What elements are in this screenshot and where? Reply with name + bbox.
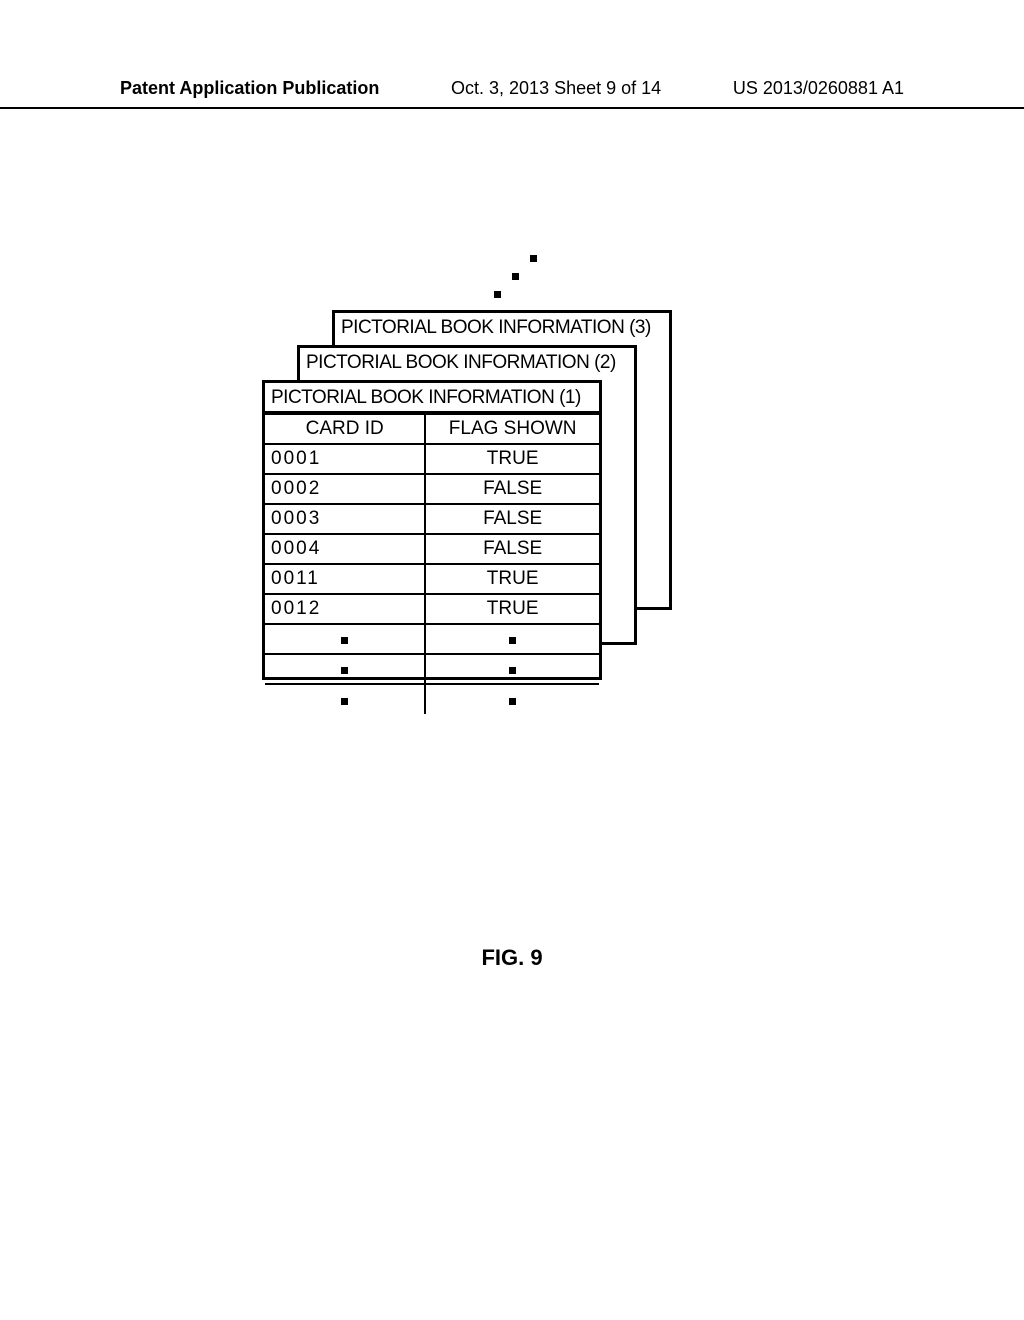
header-right: US 2013/0260881 A1: [733, 78, 904, 99]
cell-id: 0004: [265, 534, 425, 564]
cell-flag: FALSE: [425, 534, 599, 564]
layer-1-title: PICTORIAL BOOK INFORMATION (1): [265, 383, 599, 413]
page-header: Patent Application Publication Oct. 3, 2…: [0, 78, 1024, 109]
data-table: CARD ID FLAG SHOWN 0001 TRUE 0002 FALSE …: [265, 413, 599, 714]
table-row-ellipsis: [265, 654, 599, 684]
col-header-flag: FLAG SHOWN: [425, 414, 599, 444]
ellipsis-icon: [425, 624, 599, 654]
cell-id: 0002: [265, 474, 425, 504]
cell-flag: FALSE: [425, 474, 599, 504]
continuation-dots-top: [490, 255, 550, 305]
ellipsis-icon: [265, 654, 425, 684]
cell-flag: TRUE: [425, 444, 599, 474]
ellipsis-icon: [425, 684, 599, 714]
layer-2-title: PICTORIAL BOOK INFORMATION (2): [300, 348, 634, 376]
ellipsis-icon: [265, 684, 425, 714]
cell-id: 0012: [265, 594, 425, 624]
cell-id: 0003: [265, 504, 425, 534]
cell-id: 0001: [265, 444, 425, 474]
cell-id: 0011: [265, 564, 425, 594]
table-row: 0001 TRUE: [265, 444, 599, 474]
table-row: 0012 TRUE: [265, 594, 599, 624]
table-header-row: CARD ID FLAG SHOWN: [265, 414, 599, 444]
table-row: 0011 TRUE: [265, 564, 599, 594]
layer-3-title: PICTORIAL BOOK INFORMATION (3): [335, 313, 669, 341]
ellipsis-icon: [265, 624, 425, 654]
header-left: Patent Application Publication: [120, 78, 379, 99]
cell-flag: FALSE: [425, 504, 599, 534]
cell-flag: TRUE: [425, 594, 599, 624]
header-mid: Oct. 3, 2013 Sheet 9 of 14: [451, 78, 661, 99]
table-row: 0004 FALSE: [265, 534, 599, 564]
layer-1: PICTORIAL BOOK INFORMATION (1) CARD ID F…: [262, 380, 602, 680]
table-row: 0003 FALSE: [265, 504, 599, 534]
table-row-ellipsis: [265, 684, 599, 714]
col-header-id: CARD ID: [265, 414, 425, 444]
figure-label: FIG. 9: [0, 945, 1024, 971]
table-row-ellipsis: [265, 624, 599, 654]
cell-flag: TRUE: [425, 564, 599, 594]
table-row: 0002 FALSE: [265, 474, 599, 504]
ellipsis-icon: [425, 654, 599, 684]
